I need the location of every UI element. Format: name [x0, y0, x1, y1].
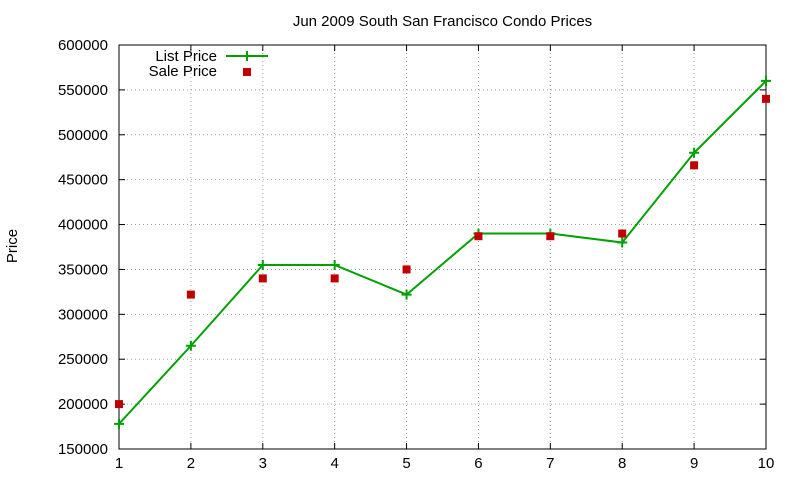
data-point-list-price-4	[329, 259, 340, 270]
data-point-sale-price-2	[186, 290, 195, 299]
data-point-sale-price-7	[546, 232, 555, 241]
legend-marker-sale-price	[243, 68, 251, 76]
series-list-price	[114, 75, 771, 429]
y-tick-label-600000: 600000	[58, 37, 108, 54]
data-point-list-price-10	[761, 75, 771, 86]
x-tick-label-7: 7	[546, 455, 554, 472]
data-point-sale-price-1	[115, 400, 123, 409]
y-tick-label-200000: 200000	[58, 396, 108, 413]
series-layer	[114, 75, 771, 429]
y-tick-label-150000: 150000	[58, 441, 108, 458]
legend: List Price Sale Price	[149, 48, 268, 80]
legend-marker-list-price	[242, 51, 252, 61]
series-line-list-price	[118, 80, 767, 425]
data-point-list-price-2	[185, 340, 196, 351]
y-axis-label: Price	[4, 229, 21, 263]
y-tick-labels: 150000 200000 250000 300000 350000 400000 4500…	[58, 37, 108, 458]
axis-ticks	[118, 44, 767, 450]
x-tick-label-3: 3	[259, 455, 267, 472]
x-tick-label-1: 1	[115, 455, 123, 472]
plot-frame	[118, 44, 767, 450]
data-point-sale-price-8	[618, 229, 627, 238]
x-tick-label-8: 8	[618, 455, 626, 472]
data-point-list-price-5	[401, 289, 412, 300]
y-tick-label-350000: 350000	[58, 261, 108, 278]
y-tick-label-250000: 250000	[58, 351, 108, 368]
x-tick-label-5: 5	[402, 455, 410, 472]
data-point-sale-price-6	[474, 232, 483, 241]
chart-title: Jun 2009 South San Francisco Condo Price…	[293, 13, 592, 30]
data-point-sale-price-9	[690, 161, 699, 170]
data-point-list-price-9	[689, 147, 700, 158]
y-tick-label-300000: 300000	[58, 306, 108, 323]
data-point-list-price-8	[617, 237, 628, 248]
x-tick-labels: 1 2 3 4 5 6 7 8 9 10	[115, 455, 775, 472]
y-tick-label-450000: 450000	[58, 172, 108, 189]
data-point-list-price-1	[114, 418, 124, 429]
data-point-sale-price-3	[258, 274, 267, 283]
data-point-sale-price-10	[762, 94, 770, 103]
x-tick-label-4: 4	[330, 455, 338, 472]
y-tick-label-550000: 550000	[58, 82, 108, 99]
grid	[119, 45, 766, 449]
series-sale-price	[115, 94, 770, 409]
x-tick-label-2: 2	[187, 455, 195, 472]
data-point-sale-price-5	[402, 265, 411, 274]
x-tick-label-10: 10	[758, 455, 775, 472]
x-tick-label-6: 6	[474, 455, 482, 472]
legend-plus-marker	[242, 51, 252, 61]
data-point-sale-price-4	[330, 274, 339, 283]
legend-label-sale-price: Sale Price	[149, 63, 217, 80]
y-tick-label-500000: 500000	[58, 127, 108, 144]
legend-label-list-price: List Price	[155, 48, 217, 65]
y-tick-label-400000: 400000	[58, 217, 108, 234]
x-tick-label-9: 9	[690, 455, 698, 472]
data-point-list-price-3	[257, 259, 268, 270]
